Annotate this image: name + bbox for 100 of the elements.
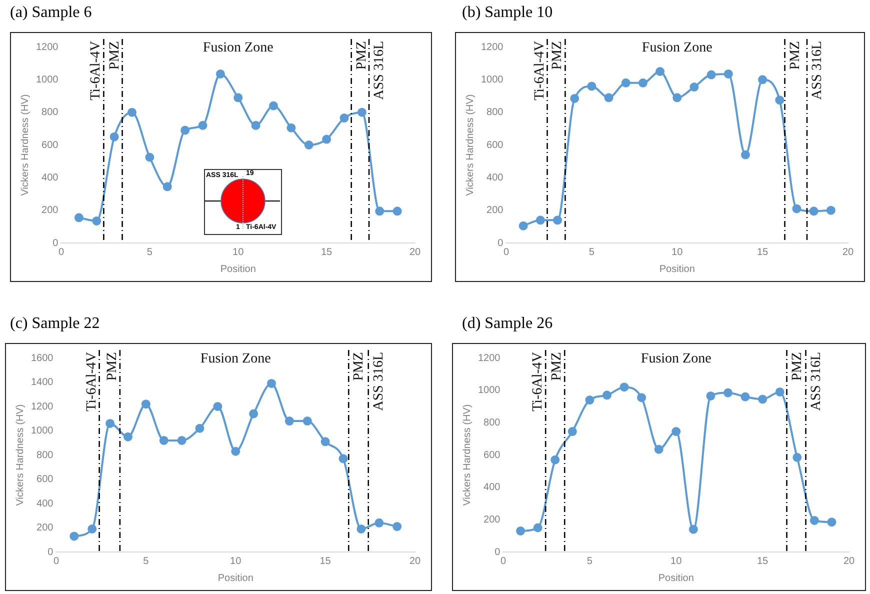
y-tick-label: 1200 — [480, 42, 504, 53]
x-tick-label: 10 — [672, 246, 684, 258]
ref-line-label: Ti-6Al-4V — [530, 352, 546, 412]
x-tick-label: 15 — [757, 556, 769, 567]
x-axis-title: Position — [218, 572, 254, 584]
point — [213, 402, 222, 411]
point — [637, 393, 646, 402]
point — [656, 67, 665, 76]
point — [340, 114, 349, 123]
y-tick-label: 1000 — [478, 385, 501, 396]
point — [810, 516, 819, 525]
y-tick-label: 600 — [486, 140, 504, 151]
x-axis-title: Position — [659, 264, 695, 275]
x-tick-label: 5 — [588, 246, 595, 258]
point — [602, 390, 612, 400]
x-tick-label: 20 — [842, 246, 854, 258]
x-tick-label: 15 — [320, 556, 332, 567]
y-axis-title: Vickers Hardness (HV) — [20, 94, 31, 196]
ref-line-label: PMZ — [107, 41, 122, 70]
point — [723, 388, 732, 398]
point — [604, 93, 614, 102]
y-tick-label: 600 — [484, 450, 501, 461]
x-tick-label: 10 — [232, 246, 244, 258]
ref-line-label: ASS 316L — [808, 352, 824, 411]
ref-line-label: ASS 316L — [372, 41, 388, 100]
point — [706, 391, 716, 400]
y-tick-label: 600 — [36, 474, 54, 485]
point — [740, 392, 750, 402]
point — [516, 526, 526, 536]
point — [568, 427, 577, 436]
y-tick-label: 200 — [486, 205, 504, 216]
point — [284, 416, 294, 426]
point — [234, 93, 243, 102]
y-axis-title: Vickers Hardness (HV) — [14, 404, 26, 506]
y-tick-label: 400 — [484, 482, 501, 494]
y-tick-label: 400 — [486, 172, 504, 184]
chart-title: (b) Sample 10 — [462, 4, 553, 22]
point — [304, 140, 314, 150]
point — [570, 94, 580, 103]
point — [198, 120, 208, 130]
point — [195, 424, 204, 433]
point — [356, 524, 366, 534]
x-tick-label: 20 — [409, 246, 421, 258]
ref-line-label: PMZ — [352, 352, 367, 381]
point — [110, 132, 119, 142]
y-tick-label: 200 — [36, 522, 54, 534]
y-tick-label: 800 — [484, 417, 501, 428]
x-axis-title: Position — [658, 572, 694, 584]
point — [690, 82, 699, 92]
point — [758, 394, 768, 404]
x-tick-label: 5 — [146, 246, 153, 258]
point — [638, 78, 648, 88]
ref-line-label: PMZ — [550, 352, 565, 381]
y-tick-label: 1400 — [30, 377, 54, 388]
annotation: Fusion Zone — [642, 40, 712, 56]
point — [792, 452, 802, 462]
point — [775, 96, 784, 105]
y-tick-label: 200 — [42, 205, 59, 216]
annotation: Fusion Zone — [200, 352, 271, 367]
point — [88, 524, 97, 534]
y-tick-label: 200 — [484, 514, 501, 526]
x-tick-label: 15 — [321, 246, 333, 258]
point — [338, 454, 348, 464]
ref-line-label: Ti-6Al-4V — [84, 352, 100, 412]
point — [550, 455, 560, 464]
point — [231, 446, 240, 456]
y-tick-label: 0 — [52, 238, 59, 249]
point — [621, 78, 630, 88]
point — [145, 152, 154, 162]
point — [706, 70, 716, 80]
y-tick-label: 800 — [42, 107, 59, 118]
point — [159, 436, 168, 445]
y-tick-label: 1200 — [36, 42, 59, 53]
point — [70, 532, 79, 541]
x-tick-label: 10 — [670, 556, 682, 567]
ref-line-label: PMZ — [550, 41, 566, 70]
point — [302, 416, 312, 426]
point — [536, 216, 545, 225]
ref-line-label: PMZ — [354, 41, 370, 70]
point — [775, 387, 784, 396]
ref-line-label: Ti-6Al-4V — [532, 41, 548, 100]
point — [827, 518, 836, 527]
y-tick-label: 0 — [498, 238, 504, 249]
point — [672, 427, 681, 436]
ref-line-label: PMZ — [788, 41, 803, 70]
y-tick-label: 600 — [42, 140, 59, 151]
point — [286, 123, 296, 132]
point — [688, 524, 698, 534]
x-axis-title: Position — [220, 264, 256, 275]
ref-line-label: PMZ — [790, 352, 805, 381]
ref-line-label: PMZ — [104, 352, 120, 381]
y-axis-title: Vickers Hardness (HV) — [464, 94, 476, 196]
point — [518, 221, 528, 230]
point — [106, 418, 115, 428]
chart-title: (a) Sample 6 — [10, 4, 92, 22]
y-tick-label: 0 — [48, 546, 54, 558]
point — [162, 182, 172, 192]
ref-line-label: ASS 316L — [371, 352, 386, 411]
point — [392, 522, 402, 532]
chart-title: (d) Sample 26 — [462, 315, 553, 333]
